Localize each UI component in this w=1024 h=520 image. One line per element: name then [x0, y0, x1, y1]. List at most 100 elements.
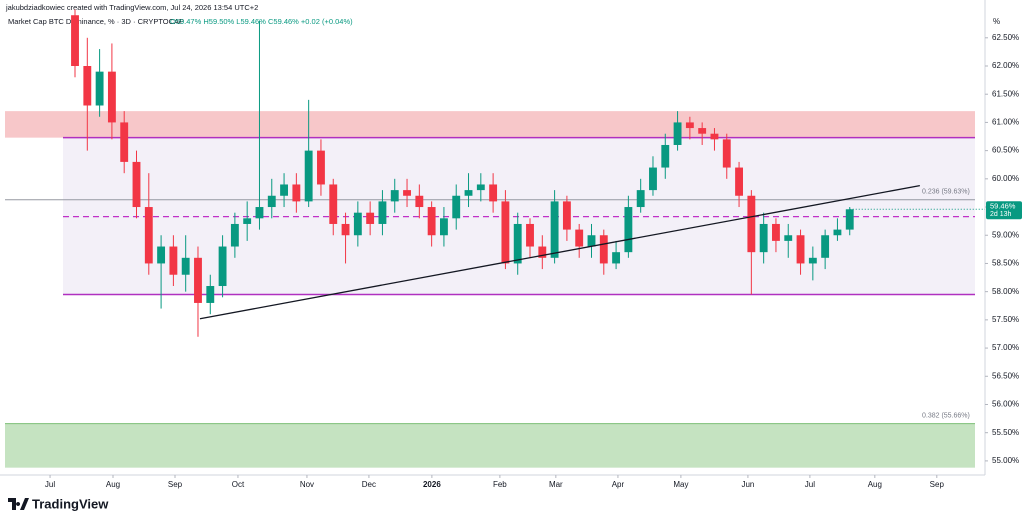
- candle-body: [821, 235, 830, 258]
- y-tick-label: 57.50%: [992, 315, 1019, 324]
- candle-body: [206, 286, 215, 303]
- candle-body: [181, 257, 190, 275]
- candle-body: [403, 190, 411, 196]
- y-tick-label: 58.00%: [992, 287, 1019, 296]
- candle-body: [735, 167, 743, 196]
- candle-body: [366, 212, 375, 224]
- x-tick-label: Dec: [362, 480, 376, 489]
- candle-body: [280, 184, 288, 196]
- zone: [5, 423, 975, 468]
- candle-body: [132, 161, 141, 208]
- candle-body: [390, 190, 399, 202]
- last-price-box: [986, 201, 1022, 220]
- symbol: Market Cap BTC Dominance, % · 3D · CRYPT…: [8, 17, 184, 26]
- candle-body: [353, 212, 362, 236]
- candle-body: [599, 235, 608, 264]
- x-tick-label: Mar: [549, 480, 563, 489]
- candle-body: [636, 190, 645, 208]
- candle-body: [587, 235, 596, 247]
- candle-body: [772, 223, 780, 241]
- x-tick-label: 2026: [423, 480, 441, 489]
- candle-body: [562, 201, 571, 230]
- y-tick-label: 56.50%: [992, 371, 1019, 380]
- candle-body: [267, 195, 276, 208]
- x-tick-label: Jul: [805, 480, 815, 489]
- candle-body: [808, 257, 817, 264]
- candle-body: [255, 207, 264, 219]
- candle-body: [550, 201, 559, 258]
- candle-body: [489, 184, 498, 202]
- candle-body: [722, 139, 731, 168]
- x-tick-label: Aug: [106, 480, 120, 489]
- y-tick-label: 58.50%: [992, 259, 1019, 268]
- candle-body: [144, 207, 153, 264]
- credit: jakubdziadkowiec created with TradingVie…: [5, 3, 258, 12]
- candle-body: [120, 122, 129, 162]
- y-tick-label: 61.50%: [992, 89, 1019, 98]
- candle-body: [673, 122, 682, 145]
- candle-body: [427, 207, 436, 236]
- fib-label: 0.382 (55.66%): [922, 413, 970, 420]
- candle-body: [317, 150, 325, 185]
- last-price-label: 59.46%: [990, 201, 1016, 210]
- candle-body: [157, 246, 166, 264]
- x-tick-label: Sep: [168, 480, 183, 489]
- candle-body: [759, 223, 768, 253]
- y-tick-label: 56.00%: [992, 400, 1019, 409]
- candle-body: [230, 223, 239, 247]
- candle-body: [784, 235, 793, 241]
- brand: TradingView: [32, 496, 109, 511]
- candle-body: [501, 201, 510, 264]
- x-tick-label: Jul: [45, 480, 55, 489]
- x-tick-label: Feb: [493, 480, 507, 489]
- candle-body: [710, 133, 719, 140]
- candle-body: [575, 229, 584, 247]
- zone: [5, 111, 975, 138]
- y-tick-label: 60.50%: [992, 146, 1019, 155]
- candle-body: [661, 144, 670, 168]
- candle-body: [378, 201, 387, 224]
- candle-body: [833, 229, 842, 236]
- candle-body: [71, 15, 79, 67]
- candle-body: [439, 218, 448, 236]
- y-tick-label: 57.00%: [992, 343, 1019, 352]
- candle-body: [612, 252, 621, 264]
- candle-body: [624, 207, 633, 253]
- logo: TradingView: [8, 496, 109, 511]
- x-tick-label: May: [673, 480, 688, 489]
- x-tick-label: Nov: [300, 480, 314, 489]
- x-tick-label: Oct: [232, 480, 245, 489]
- candle-body: [464, 190, 473, 196]
- candle-body: [329, 184, 338, 224]
- candle-body: [304, 150, 313, 202]
- candle-body: [107, 71, 116, 123]
- candle-body: [194, 257, 202, 303]
- y-tick-label: 62.50%: [992, 33, 1019, 42]
- ohlc: O59.47% H59.50% L59.46% C59.46% +0.02 (+…: [170, 17, 353, 26]
- candle-body: [243, 218, 252, 224]
- x-tick-label: Sep: [930, 480, 945, 489]
- x-tick-label: Jun: [741, 480, 754, 489]
- y-tick-label: 55.50%: [992, 428, 1019, 437]
- x-tick-label: Apr: [612, 480, 625, 489]
- candle-body: [747, 195, 756, 253]
- candle-body: [95, 71, 104, 106]
- y-tick-label: 60.00%: [992, 174, 1019, 183]
- candle-body: [415, 195, 424, 208]
- y-tick-label: 62.00%: [992, 61, 1019, 70]
- candle-body: [685, 122, 694, 129]
- y-unit: %: [993, 17, 1000, 26]
- y-tick-label: 59.00%: [992, 230, 1019, 239]
- candle-body: [796, 235, 805, 264]
- candle-body: [698, 128, 707, 134]
- candle-body: [292, 184, 301, 202]
- candle-body: [538, 246, 547, 258]
- candle-body: [526, 223, 534, 247]
- candle-body: [83, 66, 92, 106]
- y-tick-label: 55.00%: [992, 456, 1019, 465]
- x-tick-label: Aug: [868, 480, 882, 489]
- candle-body: [218, 246, 227, 287]
- candle-body: [649, 167, 657, 191]
- countdown: 2d 13h: [990, 211, 1012, 218]
